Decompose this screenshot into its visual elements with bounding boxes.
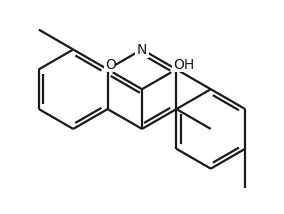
Text: OH: OH	[173, 58, 194, 71]
Text: N: N	[137, 43, 147, 56]
Text: O: O	[105, 58, 116, 71]
